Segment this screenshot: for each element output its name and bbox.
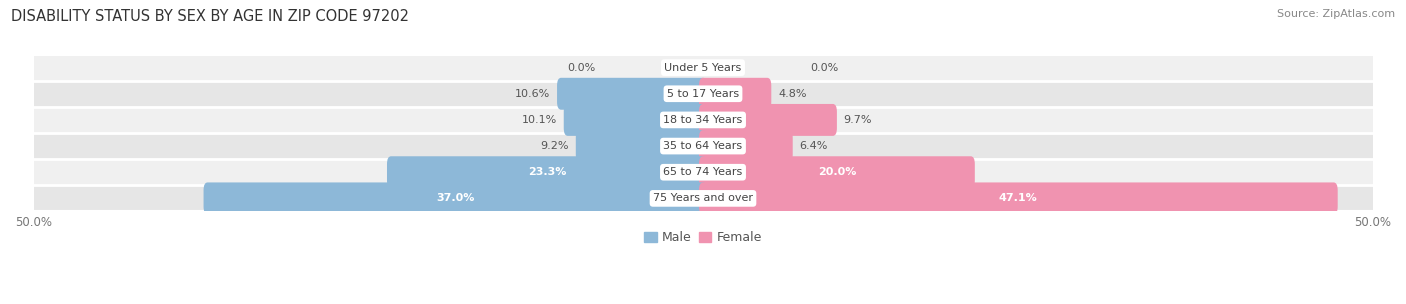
Text: 6.4%: 6.4% bbox=[800, 141, 828, 151]
FancyBboxPatch shape bbox=[564, 104, 707, 136]
FancyBboxPatch shape bbox=[387, 156, 707, 188]
Bar bbox=[34, 54, 1372, 81]
FancyBboxPatch shape bbox=[204, 182, 707, 214]
Text: Source: ZipAtlas.com: Source: ZipAtlas.com bbox=[1277, 9, 1395, 19]
Text: 9.2%: 9.2% bbox=[540, 141, 569, 151]
Text: 10.6%: 10.6% bbox=[515, 89, 550, 99]
FancyBboxPatch shape bbox=[699, 130, 793, 162]
Bar bbox=[34, 185, 1372, 212]
FancyBboxPatch shape bbox=[557, 78, 707, 110]
Bar bbox=[34, 133, 1372, 159]
Text: 35 to 64 Years: 35 to 64 Years bbox=[664, 141, 742, 151]
Bar bbox=[34, 81, 1372, 107]
Text: 20.0%: 20.0% bbox=[818, 167, 856, 177]
Text: 9.7%: 9.7% bbox=[844, 115, 872, 125]
Text: 75 Years and over: 75 Years and over bbox=[652, 193, 754, 203]
Text: 0.0%: 0.0% bbox=[810, 63, 838, 73]
Text: 5 to 17 Years: 5 to 17 Years bbox=[666, 89, 740, 99]
Text: 18 to 34 Years: 18 to 34 Years bbox=[664, 115, 742, 125]
FancyBboxPatch shape bbox=[699, 156, 974, 188]
Text: 65 to 74 Years: 65 to 74 Years bbox=[664, 167, 742, 177]
Legend: Male, Female: Male, Female bbox=[640, 226, 766, 249]
Text: Under 5 Years: Under 5 Years bbox=[665, 63, 741, 73]
Text: 10.1%: 10.1% bbox=[522, 115, 557, 125]
Text: DISABILITY STATUS BY SEX BY AGE IN ZIP CODE 97202: DISABILITY STATUS BY SEX BY AGE IN ZIP C… bbox=[11, 9, 409, 24]
FancyBboxPatch shape bbox=[576, 130, 707, 162]
FancyBboxPatch shape bbox=[699, 78, 772, 110]
Text: 23.3%: 23.3% bbox=[527, 167, 567, 177]
Text: 4.8%: 4.8% bbox=[778, 89, 807, 99]
FancyBboxPatch shape bbox=[699, 104, 837, 136]
FancyBboxPatch shape bbox=[699, 182, 1337, 214]
Text: 47.1%: 47.1% bbox=[998, 193, 1038, 203]
Bar bbox=[34, 107, 1372, 133]
Text: 0.0%: 0.0% bbox=[568, 63, 596, 73]
Bar bbox=[34, 159, 1372, 185]
Text: 37.0%: 37.0% bbox=[436, 193, 474, 203]
